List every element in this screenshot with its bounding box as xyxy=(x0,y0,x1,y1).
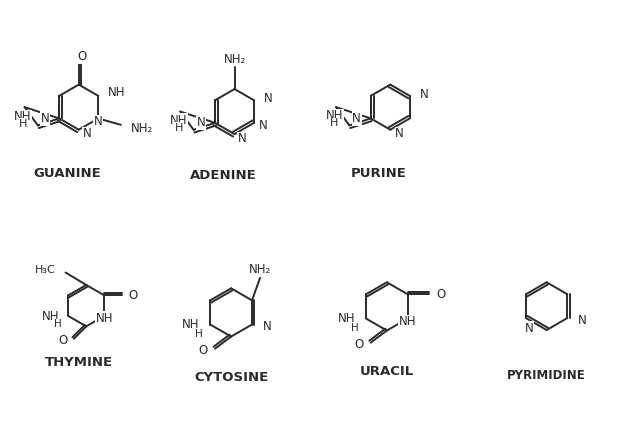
Text: H: H xyxy=(54,319,62,329)
Text: THYMINE: THYMINE xyxy=(45,357,113,369)
Text: N: N xyxy=(395,127,404,140)
Text: N: N xyxy=(578,314,587,327)
Text: NH: NH xyxy=(42,309,59,322)
Text: N: N xyxy=(41,112,49,125)
Text: O: O xyxy=(58,334,68,346)
Text: PURINE: PURINE xyxy=(351,168,407,181)
Text: N: N xyxy=(83,127,91,140)
Text: H: H xyxy=(331,118,339,128)
Text: NH: NH xyxy=(14,110,32,123)
Text: N: N xyxy=(264,92,272,105)
Text: O: O xyxy=(198,344,208,357)
Text: N: N xyxy=(259,119,267,132)
Text: O: O xyxy=(354,338,364,351)
Text: O: O xyxy=(128,289,138,302)
Text: NH: NH xyxy=(95,311,113,325)
Text: GUANINE: GUANINE xyxy=(33,168,101,181)
Text: NH₂: NH₂ xyxy=(130,122,153,135)
Text: NH₂: NH₂ xyxy=(223,53,245,66)
Text: H: H xyxy=(18,120,26,130)
Text: N: N xyxy=(419,88,428,101)
Text: CYTOSINE: CYTOSINE xyxy=(194,371,268,384)
Text: H: H xyxy=(175,123,183,133)
Text: N: N xyxy=(94,115,103,128)
Text: NH₂: NH₂ xyxy=(249,263,271,276)
Text: NH: NH xyxy=(170,114,187,127)
Text: NH: NH xyxy=(399,315,416,328)
Text: NH: NH xyxy=(338,312,356,325)
Text: H: H xyxy=(351,323,359,333)
Text: NH: NH xyxy=(182,318,200,331)
Text: N: N xyxy=(262,320,271,333)
Text: N: N xyxy=(525,322,534,335)
Text: O: O xyxy=(78,50,86,63)
Text: URACIL: URACIL xyxy=(360,365,414,378)
Text: N: N xyxy=(352,112,361,125)
Text: NH: NH xyxy=(326,109,343,122)
Text: N: N xyxy=(238,133,247,146)
Text: H: H xyxy=(195,329,203,339)
Text: H: H xyxy=(19,119,27,129)
Text: NH: NH xyxy=(108,86,125,99)
Text: PYRIMIDINE: PYRIMIDINE xyxy=(507,369,586,381)
Text: O: O xyxy=(436,288,445,301)
Text: H₃C: H₃C xyxy=(35,265,56,275)
Text: ADENINE: ADENINE xyxy=(190,170,257,182)
Text: N: N xyxy=(197,116,205,129)
